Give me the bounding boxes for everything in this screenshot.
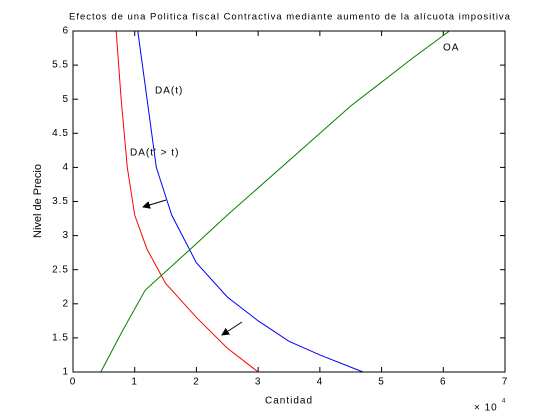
y-tick-label: 2 xyxy=(62,298,69,309)
axes-box xyxy=(72,30,506,373)
x-tick-label: 0 xyxy=(70,377,77,388)
y-tick-label: 1.5 xyxy=(52,333,69,344)
chart-title: Efectos de una Politica fiscal Contracti… xyxy=(69,12,511,23)
x-axis-label: Cantidad xyxy=(265,396,313,407)
x-scale-label: × 10 xyxy=(474,403,498,414)
annotation: DA(t) xyxy=(155,86,183,97)
x-tick-label: 1 xyxy=(131,377,138,388)
x-tick-label: 6 xyxy=(440,377,447,388)
curve xyxy=(115,30,259,373)
x-scale-exponent: 4 xyxy=(502,399,506,405)
y-tick-label: 6 xyxy=(62,26,69,37)
curve xyxy=(100,30,450,373)
y-tick-label: 2.5 xyxy=(52,264,69,275)
arrow xyxy=(221,321,243,336)
y-axis-label: Nivel de Precio xyxy=(32,164,44,238)
y-tick-label: 4.5 xyxy=(52,128,69,139)
arrow xyxy=(142,199,167,209)
y-tick-label: 3 xyxy=(62,230,69,241)
x-tick-label: 4 xyxy=(317,377,324,388)
y-tick-label: 5 xyxy=(62,94,69,105)
annotation: OA xyxy=(443,43,459,54)
x-tick-label: 2 xyxy=(193,377,200,388)
y-tick-label: 3.5 xyxy=(52,196,69,207)
x-tick-label: 5 xyxy=(378,377,385,388)
y-tick-label: 1 xyxy=(62,367,69,378)
x-tick-label: 7 xyxy=(502,377,509,388)
y-tick-label: 5.5 xyxy=(52,60,69,71)
curve xyxy=(137,30,364,373)
y-tick-label: 4 xyxy=(62,162,69,173)
x-tick-label: 3 xyxy=(255,377,262,388)
